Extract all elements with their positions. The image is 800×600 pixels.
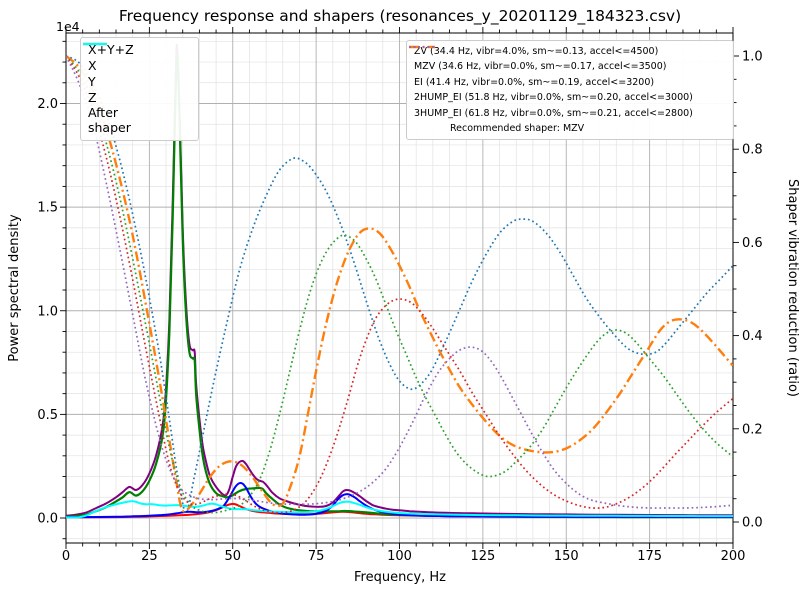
legend-item: Y <box>83 42 192 90</box>
legend-item-label: 3HUMP_EI (61.8 Hz, vibr=0.0%, sm~=0.21, … <box>414 107 693 119</box>
legend-item: MZV (34.6 Hz, vibr=0.0%, sm~=0.17, accel… <box>409 45 727 74</box>
chart-title: Frequency response and shapers (resonanc… <box>119 7 681 26</box>
tick-labels: 0 25 50 75 100 125 150 175 200 0.0 0.5 1.0 1.5 2.0 0.0… <box>37 50 762 565</box>
legend-item: After shaper <box>83 43 192 136</box>
psd-after-shaper-legend-line-icon <box>83 43 107 45</box>
y-axis-label-right: Shaper vibration reduction (ratio) <box>785 179 800 397</box>
shaper-mzv-legend-line-icon <box>409 45 435 49</box>
x-tick-label: 150 <box>554 549 579 564</box>
shaper-3hump-ei-legend-line-icon <box>409 46 435 48</box>
legend-item: X <box>83 43 192 74</box>
legend-item: Z <box>83 43 192 106</box>
x-tick-label: 200 <box>721 549 746 564</box>
y-left-tick-label: 2.0 <box>37 97 58 112</box>
legend-item: ZV (34.4 Hz, vibr=4.0%, sm~=0.13, accel<… <box>409 44 727 59</box>
y-right-tick-label: 0.4 <box>742 329 763 344</box>
shaper-2hump-ei-curve <box>66 55 733 514</box>
legend-item-label: Z <box>88 89 97 105</box>
legend-item-label: X+Y+Z <box>88 41 134 57</box>
x-tick-label: 175 <box>637 549 662 564</box>
psd-after-shaper-curve <box>66 500 733 519</box>
psd-z-curve <box>66 482 733 519</box>
legend-item-label: X <box>88 57 97 73</box>
y-left-tick-label: 1.5 <box>37 201 58 216</box>
recommended-shaper-note: Recommended shaper: MZV <box>450 123 585 135</box>
y-axis-label-left: Power spectral density <box>7 214 22 362</box>
legend-item-label: MZV (34.6 Hz, vibr=0.0%, sm~=0.17, accel… <box>414 61 667 73</box>
legend-item: EI (41.4 Hz, vibr=0.0%, sm~=0.19, accel<… <box>409 46 727 90</box>
legend-item-label: EI (41.4 Hz, vibr=0.0%, sm~=0.19, accel<… <box>414 76 655 88</box>
y-right-tick-label: 0.8 <box>742 143 763 158</box>
legend-item-label: After shaper <box>88 105 131 135</box>
x-tick-label: 125 <box>470 549 495 564</box>
legend-item-label: 2HUMP_EI (51.8 Hz, vibr=0.0%, sm~=0.20, … <box>414 92 693 104</box>
y-right-tick-label: 0.6 <box>742 236 763 251</box>
shaper-zv-curve <box>66 55 733 514</box>
y-axis-offset-label: 1e4 <box>56 19 80 34</box>
shaper-curves <box>66 55 733 514</box>
y-left-tick-label: 0.5 <box>37 408 58 423</box>
tick-marks <box>60 27 739 549</box>
y-right-tick-label: 0.2 <box>742 422 763 437</box>
legend-item: 3HUMP_EI (61.8 Hz, vibr=0.0%, sm~=0.21, … <box>409 46 727 121</box>
legend-item-label: Y <box>88 73 96 89</box>
legend-psd: X+Y+Z X Y Z After shaper <box>80 37 199 141</box>
legend-item: 2HUMP_EI (51.8 Hz, vibr=0.0%, sm~=0.20, … <box>409 46 727 105</box>
psd-curves <box>66 43 733 519</box>
x-tick-label: 100 <box>387 549 412 564</box>
y-left-tick-label: 1.0 <box>37 304 58 319</box>
legend-shapers: ZV (34.4 Hz, vibr=4.0%, sm~=0.13, accel<… <box>406 40 734 141</box>
x-tick-label: 75 <box>308 549 325 564</box>
shaper-mzv-curve <box>66 55 733 513</box>
y-right-tick-label: 0.0 <box>742 516 763 531</box>
x-axis-label: Frequency, Hz <box>354 570 446 585</box>
legend-item-label: ZV (34.4 Hz, vibr=4.0%, sm~=0.13, accel<… <box>414 46 659 58</box>
legend-recommended-row: Recommended shaper: MZV <box>414 121 727 136</box>
x-tick-label: 50 <box>224 549 241 564</box>
y-left-tick-label: 0.0 <box>37 512 58 527</box>
y-right-tick-label: 1.0 <box>742 50 763 65</box>
x-tick-label: 25 <box>141 549 158 564</box>
shaper-ei-curve <box>66 55 733 514</box>
x-tick-label: 0 <box>62 549 70 564</box>
